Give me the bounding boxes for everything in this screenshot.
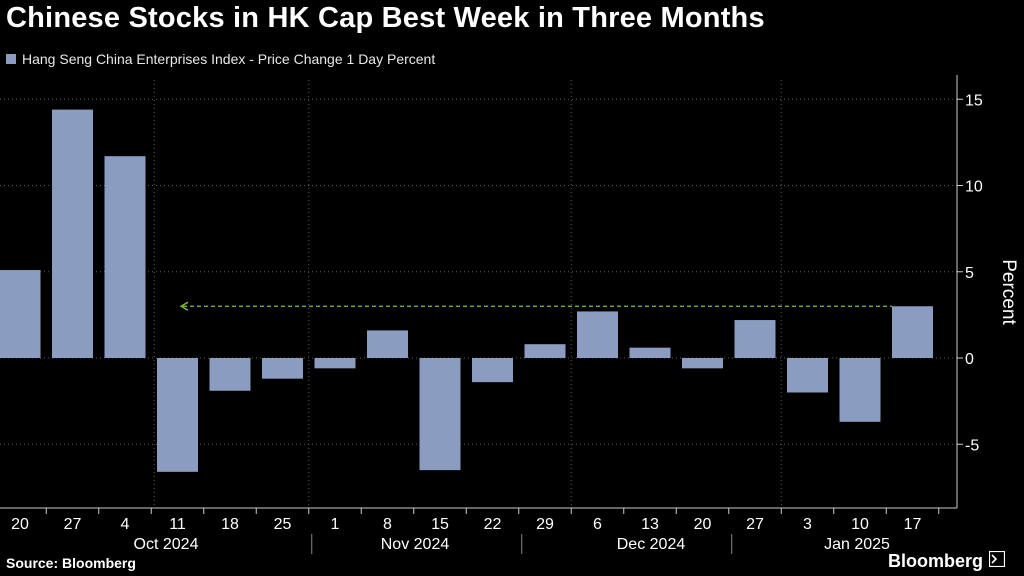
month-label: Oct 2024 (134, 536, 199, 553)
legend-swatch (6, 54, 16, 64)
bar (787, 358, 828, 393)
bar (314, 358, 356, 369)
y-axis-title: Percent (998, 259, 1019, 325)
x-tick-label: 4 (121, 516, 130, 533)
x-tick-label: 3 (803, 516, 812, 533)
x-tick-label: 22 (484, 516, 502, 533)
x-tick-label: 17 (904, 516, 922, 533)
chart-title: Chinese Stocks in HK Cap Best Week in Th… (6, 2, 765, 34)
reference-arrow-head (179, 301, 189, 311)
y-tick-label: 0 (965, 351, 974, 368)
x-tick-label: 20 (694, 516, 712, 533)
y-tick-label: 10 (965, 179, 983, 196)
bar (52, 109, 93, 358)
month-label: Dec 2024 (617, 536, 686, 553)
x-tick-label: 13 (641, 516, 659, 533)
y-tick-label: -5 (965, 437, 979, 454)
bar (682, 358, 723, 369)
y-tick-label: 15 (965, 92, 983, 109)
x-tick-label: 6 (593, 516, 602, 533)
x-tick-label: 27 (64, 516, 82, 533)
month-label: Nov 2024 (381, 536, 450, 553)
bar (839, 358, 881, 422)
bar (104, 156, 146, 358)
bar (209, 358, 251, 391)
x-tick-label: 10 (851, 516, 869, 533)
x-tick-label: 29 (536, 516, 554, 533)
x-tick-label: 11 (169, 516, 186, 533)
brand-logo: Bloomberg (888, 550, 1006, 572)
bar (262, 358, 303, 379)
bar (524, 344, 566, 358)
x-tick-label: 20 (11, 516, 29, 533)
bar (0, 270, 41, 358)
bar (892, 306, 933, 358)
x-tick-label: 1 (331, 516, 340, 533)
x-tick-label: 8 (383, 516, 392, 533)
bar (629, 347, 671, 358)
bar (367, 330, 408, 358)
brand-name: Bloomberg (888, 551, 984, 571)
legend-label: Hang Seng China Enterprises Index - Pric… (22, 51, 436, 67)
source-label: Source: Bloomberg (6, 555, 136, 571)
x-tick-label: 15 (431, 516, 449, 533)
bar (472, 358, 513, 383)
bar (734, 320, 776, 358)
x-tick-label: 27 (746, 516, 764, 533)
bar (419, 358, 461, 471)
y-tick-label: 5 (965, 265, 974, 282)
x-tick-label: 18 (221, 516, 239, 533)
terminal-icon (988, 550, 1006, 572)
legend: Hang Seng China Enterprises Index - Pric… (6, 51, 435, 67)
month-label: Jan 2025 (824, 536, 890, 553)
x-tick-label: 25 (274, 516, 292, 533)
bar (577, 311, 618, 358)
bar (157, 358, 198, 472)
